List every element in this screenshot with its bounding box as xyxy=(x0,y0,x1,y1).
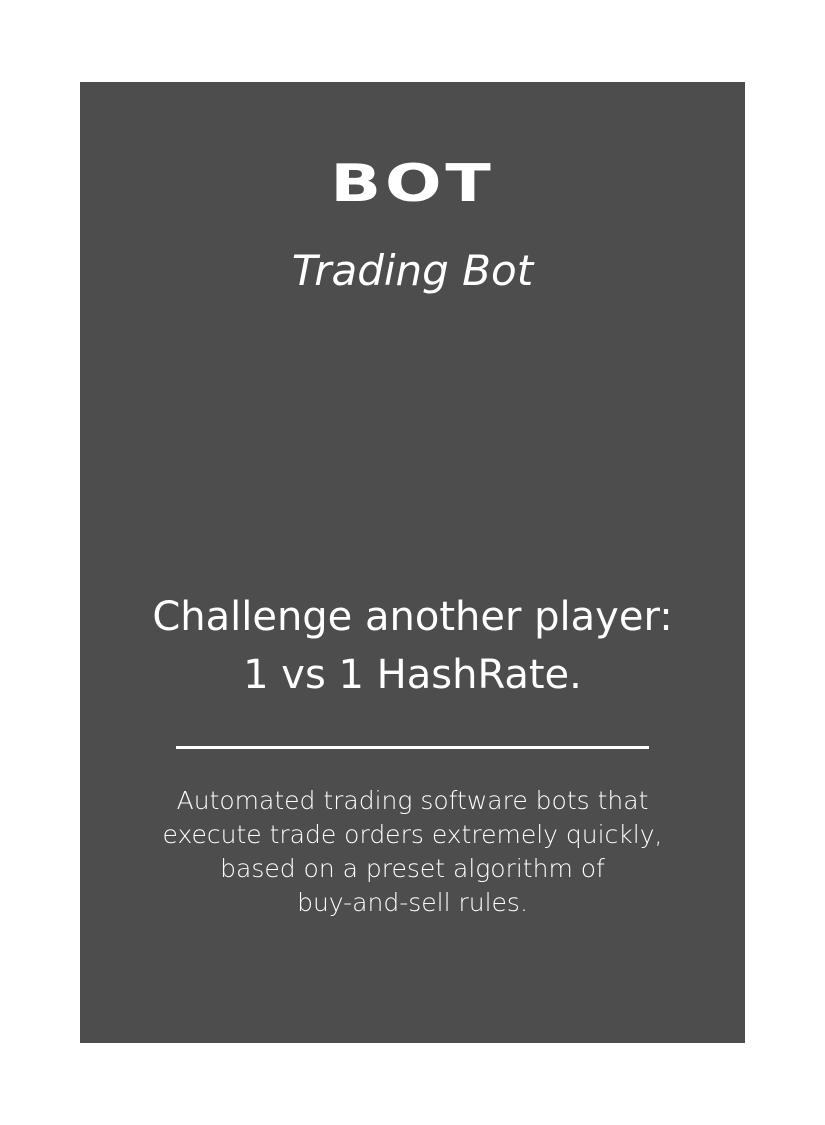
card-title: BOT xyxy=(330,154,495,214)
description-line-1: Automated trading software bots that xyxy=(176,786,649,815)
description-line-2: execute trade orders extremely quickly, xyxy=(162,820,663,849)
card-description: Automated trading software bots that exe… xyxy=(140,784,685,920)
divider xyxy=(176,746,649,749)
description-line-4: buy-and-sell rules. xyxy=(297,888,528,917)
description-line-3: based on a preset algorithm of xyxy=(220,854,605,883)
bot-card: BOT Trading Bot Challenge another player… xyxy=(80,82,745,1043)
headline-line-1: Challenge another player: xyxy=(152,594,673,640)
card-headline: Challenge another player: 1 vs 1 HashRat… xyxy=(80,588,745,704)
card-subtitle: Trading Bot xyxy=(291,246,534,295)
headline-line-2: 1 vs 1 HashRate. xyxy=(243,652,582,698)
